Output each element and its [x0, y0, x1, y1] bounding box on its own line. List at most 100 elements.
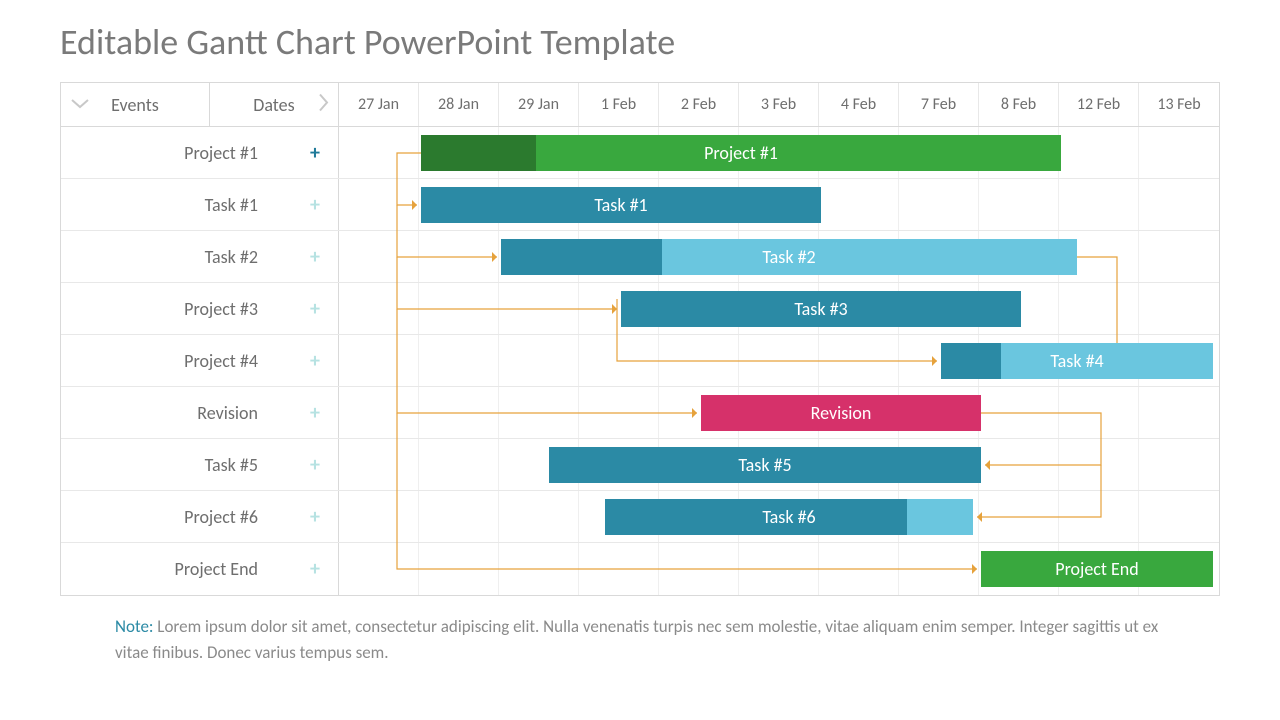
progress-fill	[421, 135, 536, 171]
grid-column	[1139, 179, 1219, 230]
date-header-cell: 28 Jan	[419, 83, 499, 126]
plus-icon[interactable]: +	[310, 453, 320, 477]
progress-fill	[941, 343, 1001, 379]
grid-column	[339, 491, 419, 542]
grid-column	[419, 543, 499, 595]
row-label: Task #1	[205, 194, 258, 216]
grid-column	[339, 439, 419, 490]
date-header-cell: 8 Feb	[979, 83, 1059, 126]
plus-icon[interactable]: +	[310, 297, 320, 321]
grid-column	[659, 335, 739, 386]
date-header-cell: 12 Feb	[1059, 83, 1139, 126]
grid-column	[899, 543, 979, 595]
plus-icon[interactable]: +	[310, 245, 320, 269]
grid-column	[899, 179, 979, 230]
row-label-cell: Task #5 +	[61, 439, 339, 490]
date-header-cell: 7 Feb	[899, 83, 979, 126]
chevron-down-icon[interactable]	[71, 94, 89, 116]
row-label: Task #2	[205, 246, 258, 268]
gantt-bar[interactable]: Project End	[981, 551, 1213, 587]
date-header-cell: 29 Jan	[499, 83, 579, 126]
date-header-cell: 2 Feb	[659, 83, 739, 126]
plus-icon[interactable]: +	[310, 401, 320, 425]
bar-label: Task #2	[762, 246, 815, 268]
grid-column	[499, 387, 579, 438]
grid-column	[499, 335, 579, 386]
plus-icon[interactable]: +	[310, 193, 320, 217]
bar-label: Task #1	[594, 194, 647, 216]
row-label-cell: Project #4+	[61, 335, 339, 386]
grid-column	[579, 335, 659, 386]
row-label: Project #6	[184, 506, 258, 528]
date-headers: 27 Jan28 Jan29 Jan1 Feb2 Feb3 Feb4 Feb7 …	[339, 83, 1219, 126]
grid-column	[739, 543, 819, 595]
grid-column	[819, 543, 899, 595]
gantt-body: Project #1+Task #1+Task #2+Project #3+Pr…	[61, 127, 1219, 595]
dates-header-label: Dates	[253, 94, 294, 116]
grid-column	[339, 127, 419, 178]
row-label: Project #3	[184, 298, 258, 320]
row-label: Revision	[197, 402, 258, 424]
date-header-cell: 1 Feb	[579, 83, 659, 126]
row-label-cell: Task #1 +	[61, 179, 339, 230]
grid-column	[339, 179, 419, 230]
note-text: Lorem ipsum dolor sit amet, consectetur …	[115, 616, 1158, 663]
gantt-bar[interactable]: Task #6	[605, 499, 973, 535]
grid-column	[339, 231, 419, 282]
bar-label: Task #3	[794, 298, 847, 320]
plus-icon[interactable]: +	[310, 141, 320, 165]
date-header-cell: 13 Feb	[1139, 83, 1219, 126]
grid-column	[1059, 127, 1139, 178]
grid-column	[1059, 387, 1139, 438]
gantt-bar[interactable]: Task #4	[941, 343, 1213, 379]
gantt-bar[interactable]: Revision	[701, 395, 981, 431]
gantt-bar[interactable]: Task #2	[501, 239, 1077, 275]
progress-fill	[501, 239, 662, 275]
grid-column	[499, 491, 579, 542]
grid-column	[1059, 439, 1139, 490]
gantt-bar[interactable]: Project #1	[421, 135, 1061, 171]
bar-label: Revision	[811, 402, 872, 424]
grid-column	[1139, 127, 1219, 178]
events-header-label: Events	[111, 94, 159, 116]
progress-fill	[907, 499, 973, 535]
row-label-cell: Revision +	[61, 387, 339, 438]
bar-label: Project #1	[704, 142, 778, 164]
grid-column	[1139, 283, 1219, 334]
row-label-cell: Task #2 +	[61, 231, 339, 282]
grid-column	[979, 387, 1059, 438]
bar-label: Task #4	[1050, 350, 1103, 372]
plus-icon[interactable]: +	[310, 505, 320, 529]
plus-icon[interactable]: +	[310, 557, 320, 581]
grid-column	[419, 283, 499, 334]
row-label-cell: Project #3 +	[61, 283, 339, 334]
gantt-bar[interactable]: Task #3	[621, 291, 1021, 327]
gantt-bar[interactable]: Task #1	[421, 187, 821, 223]
grid-column	[579, 387, 659, 438]
plus-icon[interactable]: +	[310, 349, 320, 373]
grid-column	[339, 283, 419, 334]
bar-label: Project End	[1055, 558, 1138, 580]
chevron-right-icon[interactable]	[318, 93, 330, 116]
footer-note: Note: Lorem ipsum dolor sit amet, consec…	[60, 614, 1220, 665]
grid-column	[979, 179, 1059, 230]
grid-column	[339, 387, 419, 438]
gantt-chart: Events Dates 27 Jan28 Jan29 Jan1 Feb2 Fe…	[60, 82, 1220, 596]
grid-column	[979, 439, 1059, 490]
grid-column	[419, 491, 499, 542]
page-title: Editable Gantt Chart PowerPoint Template	[60, 20, 1220, 64]
date-header-cell: 3 Feb	[739, 83, 819, 126]
grid-column	[499, 543, 579, 595]
bar-label: Task #6	[762, 506, 815, 528]
gantt-bar[interactable]: Task #5	[549, 447, 981, 483]
grid-column	[739, 335, 819, 386]
row-label-cell: Project End+	[61, 543, 339, 595]
grid-column	[819, 179, 899, 230]
row-label: Task #5	[205, 454, 258, 476]
grid-column	[1139, 231, 1219, 282]
grid-column	[419, 387, 499, 438]
date-header-cell: 4 Feb	[819, 83, 899, 126]
row-label-cell: Project #6 +	[61, 491, 339, 542]
grid-column	[419, 335, 499, 386]
grid-column	[499, 283, 579, 334]
